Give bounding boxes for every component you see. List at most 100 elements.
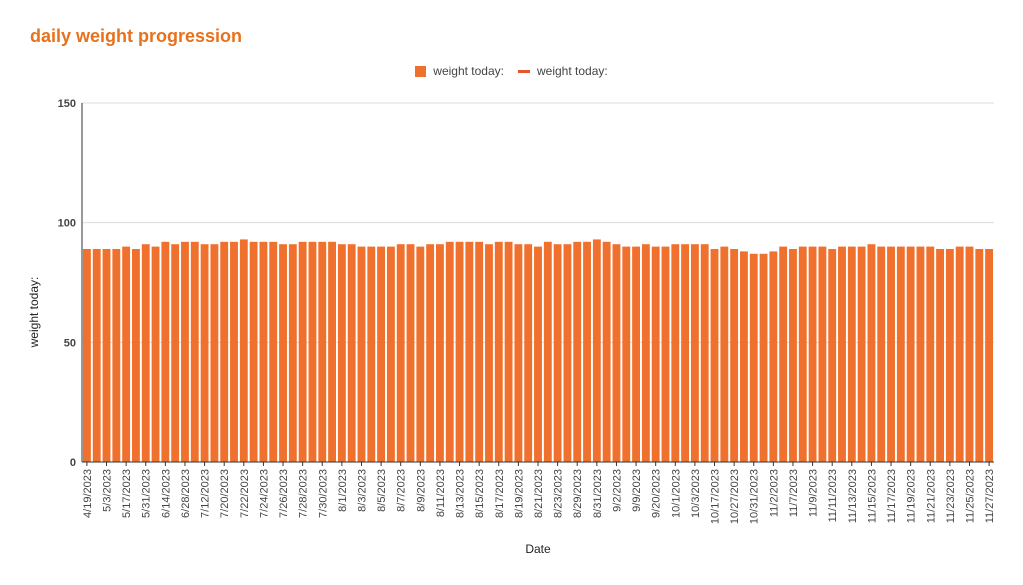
bar[interactable]: [769, 251, 778, 462]
bar[interactable]: [867, 244, 876, 462]
bar[interactable]: [789, 248, 797, 462]
bar[interactable]: [798, 246, 807, 462]
bar[interactable]: [896, 246, 905, 462]
x-tick-label: 10/1/2023: [670, 469, 682, 518]
bar[interactable]: [347, 244, 356, 462]
bar[interactable]: [475, 241, 484, 462]
bar[interactable]: [534, 246, 542, 462]
bar[interactable]: [612, 244, 621, 462]
bar[interactable]: [122, 246, 131, 462]
bar[interactable]: [337, 244, 346, 462]
bar[interactable]: [514, 244, 523, 462]
bar[interactable]: [563, 244, 572, 462]
bar[interactable]: [828, 248, 837, 462]
x-tick-label: 11/2/2023: [768, 469, 780, 517]
bar[interactable]: [406, 244, 415, 462]
bar[interactable]: [308, 241, 317, 462]
bar[interactable]: [700, 244, 709, 462]
bar[interactable]: [151, 246, 160, 462]
bar[interactable]: [847, 246, 856, 462]
bar[interactable]: [838, 246, 846, 462]
bar[interactable]: [455, 241, 464, 462]
bar[interactable]: [965, 246, 974, 462]
bar[interactable]: [102, 248, 111, 462]
bar[interactable]: [553, 244, 562, 462]
bar[interactable]: [357, 246, 366, 462]
bar[interactable]: [200, 244, 209, 462]
bar[interactable]: [141, 244, 150, 462]
bar[interactable]: [288, 244, 297, 462]
bar[interactable]: [445, 241, 454, 462]
bar[interactable]: [985, 248, 994, 462]
bar[interactable]: [543, 241, 552, 462]
bar[interactable]: [730, 248, 739, 462]
bar[interactable]: [318, 241, 327, 462]
bar[interactable]: [651, 246, 660, 462]
bar[interactable]: [210, 244, 219, 462]
bar[interactable]: [181, 241, 189, 462]
bar[interactable]: [808, 246, 817, 462]
bar[interactable]: [504, 241, 513, 462]
legend-item-line[interactable]: weight today:: [518, 64, 608, 78]
bar[interactable]: [161, 241, 170, 462]
bar[interactable]: [259, 241, 268, 462]
bar[interactable]: [857, 246, 866, 462]
bar[interactable]: [239, 239, 248, 462]
bar[interactable]: [416, 246, 425, 462]
bar[interactable]: [396, 244, 405, 462]
bar[interactable]: [641, 244, 650, 462]
bar[interactable]: [132, 248, 140, 462]
bar[interactable]: [622, 246, 631, 462]
bar[interactable]: [328, 241, 336, 462]
bar[interactable]: [759, 253, 768, 462]
bar[interactable]: [249, 241, 258, 462]
x-tick-label: 11/17/2023: [886, 469, 898, 523]
bar[interactable]: [524, 244, 533, 462]
bar[interactable]: [936, 248, 944, 462]
legend-item-bars[interactable]: weight today:: [415, 64, 504, 78]
bar[interactable]: [436, 244, 444, 462]
bar[interactable]: [465, 241, 474, 462]
bar[interactable]: [92, 248, 101, 462]
bar[interactable]: [916, 246, 925, 462]
bar[interactable]: [190, 241, 199, 462]
bar[interactable]: [171, 244, 180, 462]
bar[interactable]: [720, 246, 729, 462]
bar[interactable]: [887, 246, 895, 462]
bar[interactable]: [602, 241, 611, 462]
bar[interactable]: [926, 246, 935, 462]
bar[interactable]: [955, 246, 964, 462]
bar[interactable]: [749, 253, 758, 462]
bar[interactable]: [386, 246, 395, 462]
bar[interactable]: [220, 241, 229, 462]
bar[interactable]: [632, 246, 640, 462]
bar[interactable]: [779, 246, 788, 462]
bar[interactable]: [426, 244, 435, 462]
bar[interactable]: [818, 246, 827, 462]
bar[interactable]: [298, 241, 307, 462]
bar[interactable]: [671, 244, 680, 462]
bar[interactable]: [583, 241, 591, 462]
bar[interactable]: [690, 244, 699, 462]
bar[interactable]: [367, 246, 376, 462]
bar[interactable]: [740, 251, 748, 462]
bar[interactable]: [494, 241, 503, 462]
bar[interactable]: [681, 244, 690, 462]
bar[interactable]: [945, 248, 954, 462]
bar[interactable]: [112, 248, 121, 462]
bar[interactable]: [377, 246, 386, 462]
bar[interactable]: [279, 244, 287, 462]
bar[interactable]: [877, 246, 886, 462]
bar[interactable]: [485, 244, 493, 462]
bar[interactable]: [230, 241, 238, 462]
bar[interactable]: [592, 239, 601, 462]
x-tick-label: 10/27/2023: [729, 469, 741, 524]
bar[interactable]: [906, 246, 915, 462]
bar[interactable]: [82, 248, 91, 462]
bar[interactable]: [661, 246, 670, 462]
bar[interactable]: [573, 241, 582, 462]
bar[interactable]: [975, 248, 984, 462]
bar[interactable]: [710, 248, 719, 462]
bar[interactable]: [269, 241, 278, 462]
x-tick-label: 5/3/2023: [102, 469, 114, 512]
